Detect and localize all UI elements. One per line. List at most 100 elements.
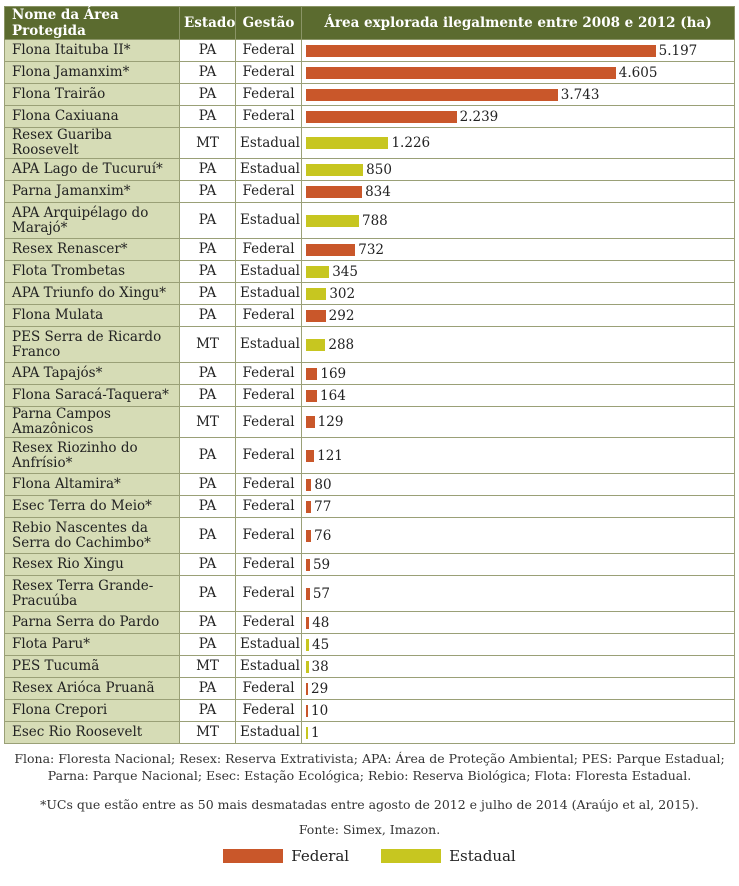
source-note: Fonte: Simex, Imazon.: [298, 822, 441, 837]
cell-state: PA: [179, 260, 236, 283]
bar: [306, 500, 312, 513]
cell-bar: 77: [301, 495, 735, 518]
cell-area-name: Flona Trairão: [4, 83, 180, 106]
bar-value-label: 59: [312, 556, 331, 573]
cell-bar: 345: [301, 260, 735, 283]
cell-area-name: Flota Trombetas: [4, 260, 180, 283]
cell-bar: 788: [301, 202, 735, 239]
bar-value-label: 1.226: [391, 135, 431, 151]
table-row: APA Tapajós* PA Federal 169: [4, 362, 735, 385]
cell-area-name: Parna Jamanxim*: [4, 180, 180, 203]
bar: [306, 163, 364, 176]
cell-bar: 80: [301, 473, 735, 496]
cell-state: PA: [179, 553, 236, 576]
cell-state: MT: [179, 655, 236, 678]
bar-value-label: 834: [365, 183, 391, 200]
table-row: Flona Trairão PA Federal 3.743: [4, 83, 735, 106]
bar-value-label: 29: [311, 680, 329, 697]
legend: Federal Estadual: [0, 847, 739, 865]
cell-bar: 4.605: [301, 61, 735, 84]
bar-value-label: 10: [311, 702, 329, 719]
cell-state: PA: [179, 437, 236, 474]
bar-value-label: 129: [317, 414, 344, 430]
bar: [306, 66, 616, 79]
table-row: Flona Caxiuana PA Federal 2.239: [4, 105, 735, 128]
bar-value-label: 121: [317, 447, 343, 464]
table-row: Resex Riozinho do Anfrísio* PA Federal 121: [4, 437, 735, 474]
cell-area-name: Parna Campos Amazônicos: [4, 406, 180, 438]
bar: [306, 367, 318, 380]
cell-management: Estadual: [235, 633, 302, 656]
cell-management: Estadual: [235, 158, 302, 181]
cell-management: Federal: [235, 384, 302, 407]
table-row: Parna Jamanxim* PA Federal 834: [4, 180, 735, 203]
cell-management: Estadual: [235, 127, 302, 159]
cell-state: PA: [179, 384, 236, 407]
cell-management: Federal: [235, 473, 302, 496]
table-row: Resex Renascer* PA Federal 732: [4, 238, 735, 261]
bar: [306, 478, 312, 491]
table-row: Resex Guariba Roosevelt MT Estadual 1.226: [4, 127, 735, 159]
cell-management: Federal: [235, 238, 302, 261]
table-row: Resex Rio Xingu PA Federal 59: [4, 553, 735, 576]
bar-value-label: 788: [362, 212, 388, 229]
cell-bar: 1: [301, 721, 735, 744]
cell-state: PA: [179, 362, 236, 385]
bar: [306, 88, 558, 101]
cell-management: Federal: [235, 553, 302, 576]
table-row: Resex Arióca Pruanã PA Federal 29: [4, 677, 735, 700]
cell-management: Federal: [235, 180, 302, 203]
cell-management: Federal: [235, 495, 302, 518]
cell-management: Federal: [235, 517, 302, 554]
cell-state: PA: [179, 105, 236, 128]
cell-management: Estadual: [235, 260, 302, 283]
cell-state: PA: [179, 202, 236, 239]
cell-area-name: APA Lago de Tucuruí*: [4, 158, 180, 181]
bar-value-label: 77: [314, 498, 332, 515]
table-row: Esec Terra do Meio* PA Federal 77: [4, 495, 735, 518]
bar-value-label: 38: [311, 658, 329, 675]
cell-area-name: PES Tucumã: [4, 655, 180, 678]
table-row: Flona Jamanxim* PA Federal 4.605: [4, 61, 735, 84]
table-row: APA Triunfo do Xingu* PA Estadual 302: [4, 282, 735, 305]
legend-swatch-estadual: [381, 849, 442, 863]
bar-value-label: 169: [320, 365, 347, 382]
cell-management: Federal: [235, 362, 302, 385]
cell-area-name: Flona Caxiuana: [4, 105, 180, 128]
cell-area-name: PES Serra de Ricardo Franco: [4, 326, 180, 363]
bar-value-label: 732: [358, 241, 385, 258]
cell-bar: 1.226: [301, 127, 735, 159]
bar: [306, 185, 363, 198]
bar-value-label: 76: [314, 527, 332, 544]
cell-bar: 129: [301, 406, 735, 438]
cell-bar: 292: [301, 304, 735, 327]
cell-area-name: Resex Arióca Pruanã: [4, 677, 180, 700]
bar: [306, 638, 310, 651]
cell-area-name: Resex Rio Xingu: [4, 553, 180, 576]
table-row: Flota Trombetas PA Estadual 345: [4, 260, 735, 283]
bar-value-label: 45: [312, 636, 330, 653]
cell-bar: 164: [301, 384, 735, 407]
cell-state: PA: [179, 180, 236, 203]
cell-bar: 850: [301, 158, 735, 181]
header-area: Área explorada ilegalmente entre 2008 e …: [301, 6, 735, 40]
cell-state: PA: [179, 238, 236, 261]
cell-management: Estadual: [235, 326, 302, 363]
cell-area-name: Flona Mulata: [4, 304, 180, 327]
cell-management: Federal: [235, 105, 302, 128]
bar-value-label: 345: [332, 263, 358, 280]
cell-state: PA: [179, 473, 236, 496]
header-management: Gestão: [235, 6, 302, 40]
table-row: APA Arquipélago do Marajó* PA Estadual 788: [4, 202, 735, 239]
cell-bar: 45: [301, 633, 735, 656]
cell-management: Federal: [235, 677, 302, 700]
table-header-row: Nome da Área Protegida Estado Gestão Áre…: [4, 6, 735, 40]
cell-area-name: Parna Serra do Pardo: [4, 611, 180, 634]
cell-state: PA: [179, 633, 236, 656]
cell-state: PA: [179, 39, 236, 62]
cell-management: Federal: [235, 611, 302, 634]
bar: [306, 137, 389, 149]
table-row: Parna Campos Amazônicos MT Federal 129: [4, 406, 735, 438]
cell-state: PA: [179, 575, 236, 612]
table-row: Flona Itaituba II* PA Federal 5.197: [4, 39, 735, 62]
